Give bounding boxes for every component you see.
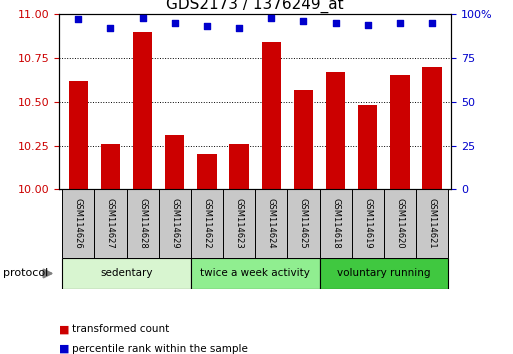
Bar [294, 90, 313, 189]
Point [74, 17, 83, 22]
Text: GSM114622: GSM114622 [203, 198, 211, 248]
Text: protocol: protocol [3, 268, 48, 279]
Bar [287, 189, 320, 258]
Point [235, 25, 243, 31]
Bar [62, 189, 94, 258]
Bar [223, 189, 255, 258]
Bar [133, 32, 152, 189]
Bar [198, 154, 216, 189]
Text: twice a week activity: twice a week activity [200, 268, 310, 279]
Point [428, 20, 436, 26]
Point [331, 20, 340, 26]
Bar [101, 144, 120, 189]
Text: sedentary: sedentary [101, 268, 153, 279]
Text: GSM114618: GSM114618 [331, 198, 340, 249]
Point [106, 25, 114, 31]
Title: GDS2173 / 1376249_at: GDS2173 / 1376249_at [166, 0, 344, 13]
Text: ■: ■ [59, 324, 69, 334]
Bar [191, 258, 320, 289]
Text: ■: ■ [59, 344, 69, 354]
Bar [416, 189, 448, 258]
Bar [262, 42, 281, 189]
Point [300, 18, 308, 24]
Text: GSM114625: GSM114625 [299, 198, 308, 248]
Bar [352, 189, 384, 258]
Text: GSM114626: GSM114626 [74, 198, 83, 249]
Bar [320, 258, 448, 289]
Bar [159, 189, 191, 258]
Text: GSM114628: GSM114628 [138, 198, 147, 249]
Text: GSM114624: GSM114624 [267, 198, 276, 248]
Text: GSM114623: GSM114623 [234, 198, 244, 249]
Bar [127, 189, 159, 258]
Bar [423, 67, 442, 189]
Text: GSM114629: GSM114629 [170, 198, 180, 248]
Point [203, 24, 211, 29]
Bar [229, 144, 249, 189]
Text: GSM114627: GSM114627 [106, 198, 115, 249]
Text: voluntary running: voluntary running [337, 268, 430, 279]
Point [267, 15, 275, 21]
Bar [255, 189, 287, 258]
Bar [62, 258, 191, 289]
Bar [165, 135, 185, 189]
Text: percentile rank within the sample: percentile rank within the sample [72, 344, 248, 354]
Text: GSM114620: GSM114620 [396, 198, 404, 248]
Bar [94, 189, 127, 258]
Bar [390, 75, 409, 189]
Point [364, 22, 372, 28]
Bar [320, 189, 352, 258]
Bar [326, 72, 345, 189]
Bar [358, 105, 378, 189]
Point [139, 15, 147, 21]
Bar [191, 189, 223, 258]
Point [396, 20, 404, 26]
Bar [384, 189, 416, 258]
Point [171, 20, 179, 26]
Text: GSM114619: GSM114619 [363, 198, 372, 248]
Bar [69, 81, 88, 189]
Text: transformed count: transformed count [72, 324, 169, 334]
Text: GSM114621: GSM114621 [428, 198, 437, 248]
